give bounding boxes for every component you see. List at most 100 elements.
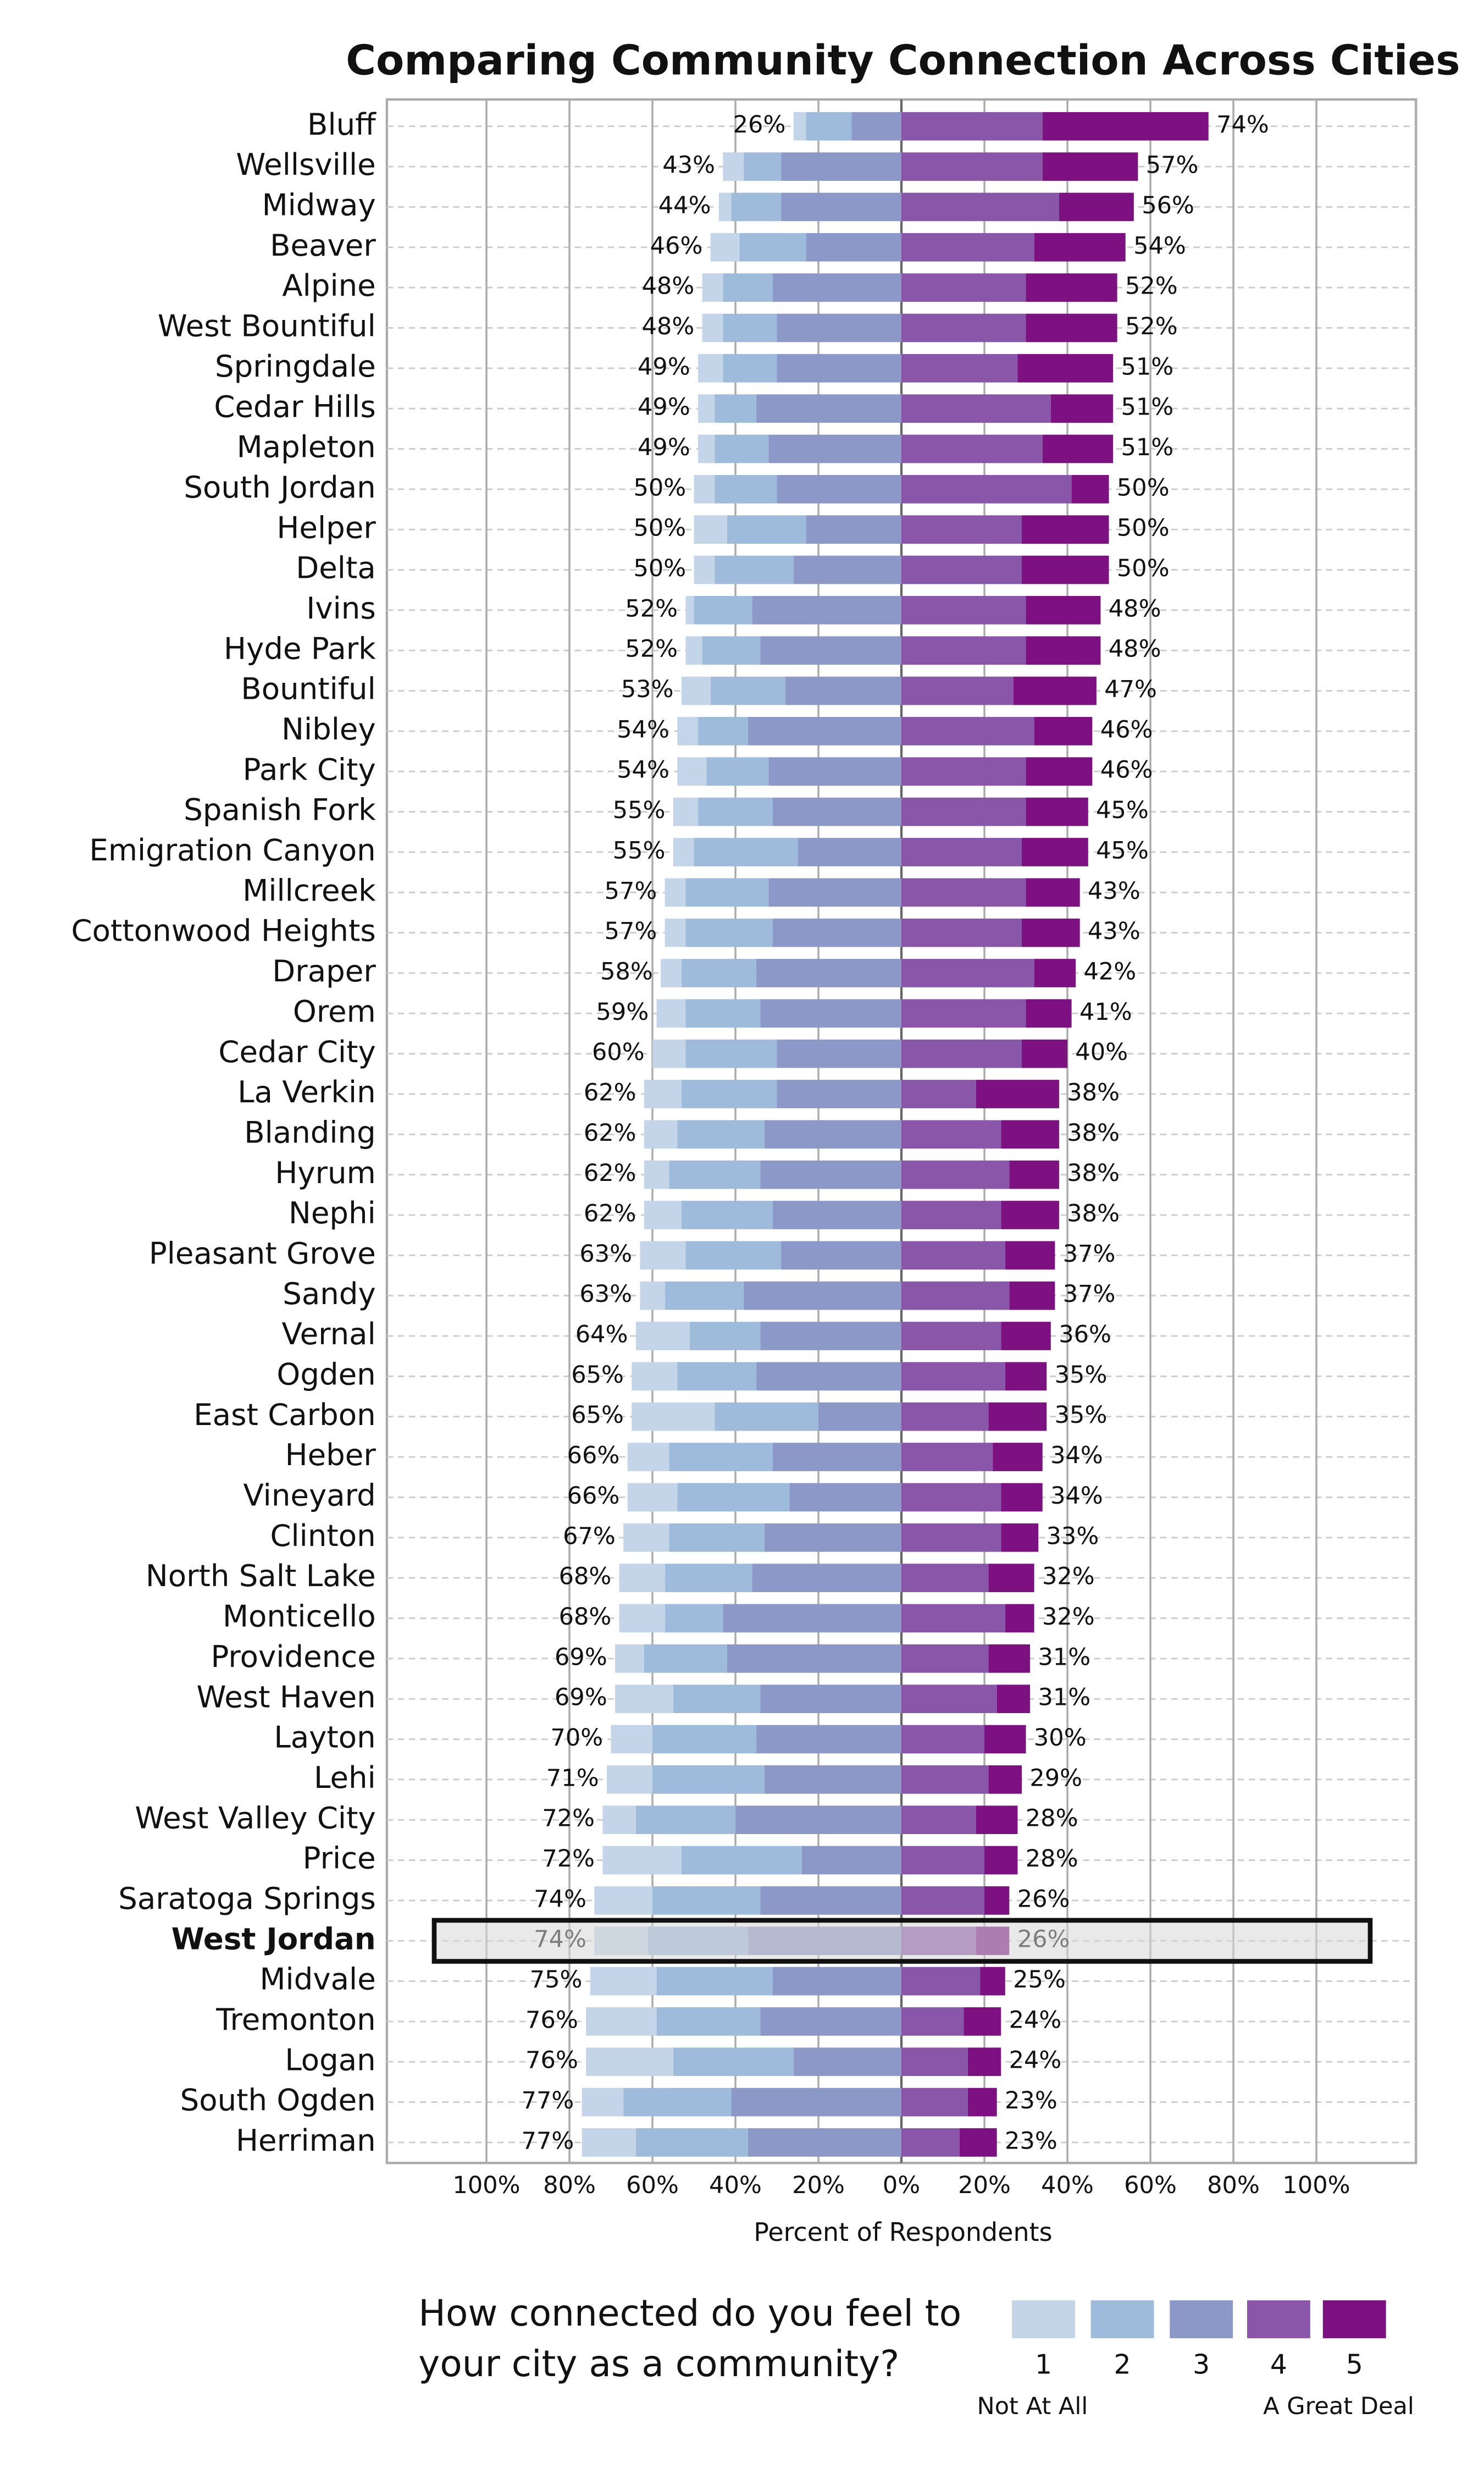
bar-segment [785, 676, 902, 705]
right-total-label: 45% [1096, 797, 1149, 824]
bar-segment [723, 354, 777, 383]
bar-segment [685, 1039, 777, 1068]
left-total-label: 65% [571, 1361, 624, 1389]
bar-segment [747, 2128, 902, 2157]
right-total-label: 51% [1121, 434, 1173, 461]
y-tick-label: Midway [262, 187, 376, 223]
legend-swatch [1322, 2300, 1386, 2339]
right-total-label: 50% [1117, 515, 1170, 542]
y-tick-label: Alpine [282, 268, 375, 303]
right-total-label: 24% [1009, 2006, 1062, 2034]
bar-segment [1026, 636, 1101, 665]
bar-segment [806, 112, 852, 141]
left-total-label: 67% [563, 1522, 616, 1550]
bar-segment [694, 838, 798, 866]
bar-segment [801, 1846, 902, 1875]
right-total-label: 38% [1067, 1119, 1120, 1147]
bar-segment [980, 1967, 1005, 1996]
bar-segment [681, 959, 756, 987]
bar-segment [793, 112, 806, 141]
legend-label: 5 [1346, 2349, 1363, 2381]
bar-segment [594, 1886, 653, 1915]
bar-segment [619, 1564, 665, 1592]
legend-swatch [1247, 2300, 1310, 2339]
bar-segment [901, 1362, 1005, 1391]
bar-segment [586, 2047, 673, 2077]
left-total-label: 49% [638, 434, 690, 461]
bar-segment [793, 555, 902, 584]
right-total-label: 34% [1050, 1482, 1103, 1510]
right-total-label: 43% [1088, 877, 1140, 905]
bar-segment [694, 515, 727, 544]
left-total-label: 74% [534, 1885, 586, 1913]
left-total-label: 62% [584, 1079, 636, 1106]
bar-segment [768, 434, 902, 463]
bar-segment [772, 1443, 902, 1471]
bar-segment [1021, 1039, 1068, 1068]
left-total-label: 62% [584, 1159, 636, 1187]
bar-segment [1059, 192, 1134, 222]
right-total-label: 38% [1067, 1159, 1120, 1187]
right-total-label: 47% [1104, 676, 1157, 703]
right-total-label: 46% [1100, 756, 1153, 784]
bar-segment [901, 1443, 993, 1471]
bar-segment [1013, 676, 1097, 705]
y-tick-label: West Haven [196, 1679, 375, 1714]
x-tick-label: 80% [1207, 2172, 1260, 2199]
y-tick-label: Clinton [270, 1518, 375, 1553]
right-total-label: 50% [1117, 555, 1170, 582]
bar-segment [623, 1523, 669, 1552]
x-tick-label: 40% [709, 2172, 762, 2199]
bar-segment [901, 1281, 1010, 1310]
y-tick-label: Layton [274, 1720, 375, 1755]
left-total-label: 72% [542, 1845, 595, 1873]
bar-segment [772, 273, 902, 302]
bar-segment [772, 918, 902, 947]
left-total-label: 76% [525, 2047, 578, 2074]
right-total-label: 41% [1079, 998, 1132, 1026]
bar-segment [715, 1402, 819, 1431]
right-total-label: 35% [1055, 1361, 1108, 1389]
left-total-label: 52% [625, 595, 678, 622]
bar-segment [1005, 1362, 1047, 1391]
left-total-label: 60% [592, 1039, 645, 1066]
bar-segment [901, 757, 1026, 786]
bar-segment [747, 717, 902, 745]
bar-segment [1026, 313, 1117, 343]
y-tick-label: Mapleton [237, 429, 376, 465]
bar-segment [901, 596, 1026, 625]
bar-segment [615, 1685, 673, 1713]
bar-segment [715, 394, 756, 423]
bar-segment [760, 636, 902, 665]
y-tick-label: Cedar Hills [214, 389, 375, 424]
right-total-label: 26% [1017, 1885, 1070, 1913]
bar-segment [727, 1644, 902, 1673]
y-tick-label: Hyde Park [224, 631, 376, 666]
legend-swatch [1012, 2300, 1075, 2339]
bar-segment [1042, 112, 1209, 141]
bar-segment [602, 1846, 682, 1875]
right-total-label: 23% [1005, 2127, 1057, 2155]
y-tick-label: Nephi [289, 1195, 376, 1230]
bar-segment [781, 152, 902, 181]
bar-segment [901, 1120, 1001, 1149]
right-total-label: 52% [1125, 313, 1178, 340]
bar-segment [768, 757, 902, 786]
right-total-label: 32% [1042, 1563, 1095, 1591]
bar-segment [1021, 918, 1080, 947]
y-tick-label: Logan [285, 2042, 375, 2077]
bar-segment [901, 434, 1043, 463]
bar-segment [744, 1281, 902, 1310]
left-total-label: 44% [658, 192, 711, 219]
bar-segment [772, 797, 902, 826]
bar-segment [901, 112, 1043, 141]
y-tick-label: South Jordan [184, 470, 375, 505]
right-total-label: 74% [1216, 111, 1269, 139]
right-total-label: 50% [1117, 474, 1170, 501]
bar-segment [685, 878, 769, 907]
right-total-label: 24% [1009, 2047, 1062, 2074]
bar-segment [690, 1322, 761, 1350]
bar-segment [988, 1564, 1034, 1592]
left-total-label: 55% [613, 797, 666, 824]
bar-segment [698, 354, 723, 383]
